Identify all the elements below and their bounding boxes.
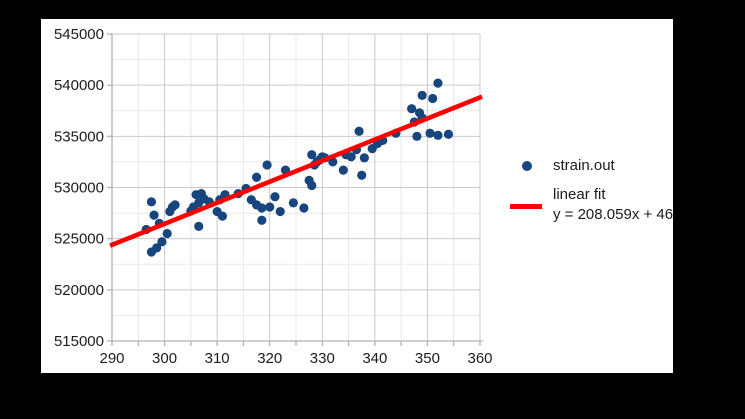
- data-point: [407, 104, 417, 114]
- data-point: [307, 150, 317, 160]
- data-point: [443, 129, 454, 139]
- data-point: [428, 93, 438, 104]
- data-point: [433, 78, 443, 88]
- x-tick-label: 290: [99, 350, 124, 367]
- data-point: [149, 210, 159, 220]
- x-tick-label: 350: [415, 350, 440, 367]
- data-point: [412, 131, 422, 141]
- data-point: [251, 172, 262, 182]
- x-tick-label: 360: [467, 350, 492, 367]
- x-tick-label: 320: [257, 350, 282, 367]
- data-point: [257, 203, 267, 213]
- y-tick-label: 520000: [54, 282, 104, 299]
- data-point: [433, 130, 443, 140]
- scatter-chart: 290 300 310 320 330 340 350 360 515000 520000 5250…: [54, 26, 493, 367]
- data-point: [288, 198, 298, 208]
- y-tick-label: 535000: [54, 128, 104, 145]
- data-point: [217, 211, 227, 221]
- x-tick-label: 300: [152, 350, 177, 367]
- data-point: [354, 126, 364, 136]
- data-point: [170, 200, 180, 210]
- data-point: [346, 152, 356, 162]
- data-point: [338, 165, 348, 175]
- x-tick-label: 340: [362, 350, 387, 367]
- data-point: [299, 203, 309, 213]
- legend-marker-strain-out: [522, 161, 532, 171]
- data-point: [357, 170, 367, 180]
- y-tick-label: 540000: [54, 77, 104, 94]
- data-point: [262, 160, 272, 170]
- y-tick-label: 525000: [54, 231, 104, 248]
- data-point: [425, 128, 435, 138]
- data-point: [162, 228, 172, 239]
- data-point: [265, 202, 275, 212]
- data-point: [417, 90, 427, 100]
- y-tick-label: 530000: [54, 180, 104, 197]
- data-point: [359, 153, 369, 163]
- data-point: [146, 197, 157, 207]
- legend-label-fit-equation: y = 208.059x + 46: [553, 206, 673, 223]
- legend-label-linear-fit: linear fit: [553, 186, 606, 203]
- y-tick-label: 545000: [54, 26, 104, 43]
- data-point: [194, 221, 204, 231]
- legend-label-linear-fit-block: linear fit y = 208.059x + 46: [553, 185, 673, 225]
- chart-canvas: 290 300 310 320 330 340 350 360 515000 520000 5250…: [41, 19, 673, 373]
- data-point: [270, 192, 280, 202]
- data-point: [275, 206, 285, 217]
- data-point: [152, 243, 162, 253]
- data-point: [157, 237, 167, 247]
- fit-line: [109, 94, 483, 248]
- x-tick-label: 310: [205, 350, 230, 367]
- legend-marker-linear-fit: [510, 204, 542, 209]
- y-tick-label: 515000: [54, 333, 104, 350]
- legend-label-strain-out: strain.out: [553, 157, 615, 174]
- data-point: [307, 180, 317, 191]
- x-tick-label: 330: [310, 350, 335, 367]
- data-point: [257, 215, 267, 225]
